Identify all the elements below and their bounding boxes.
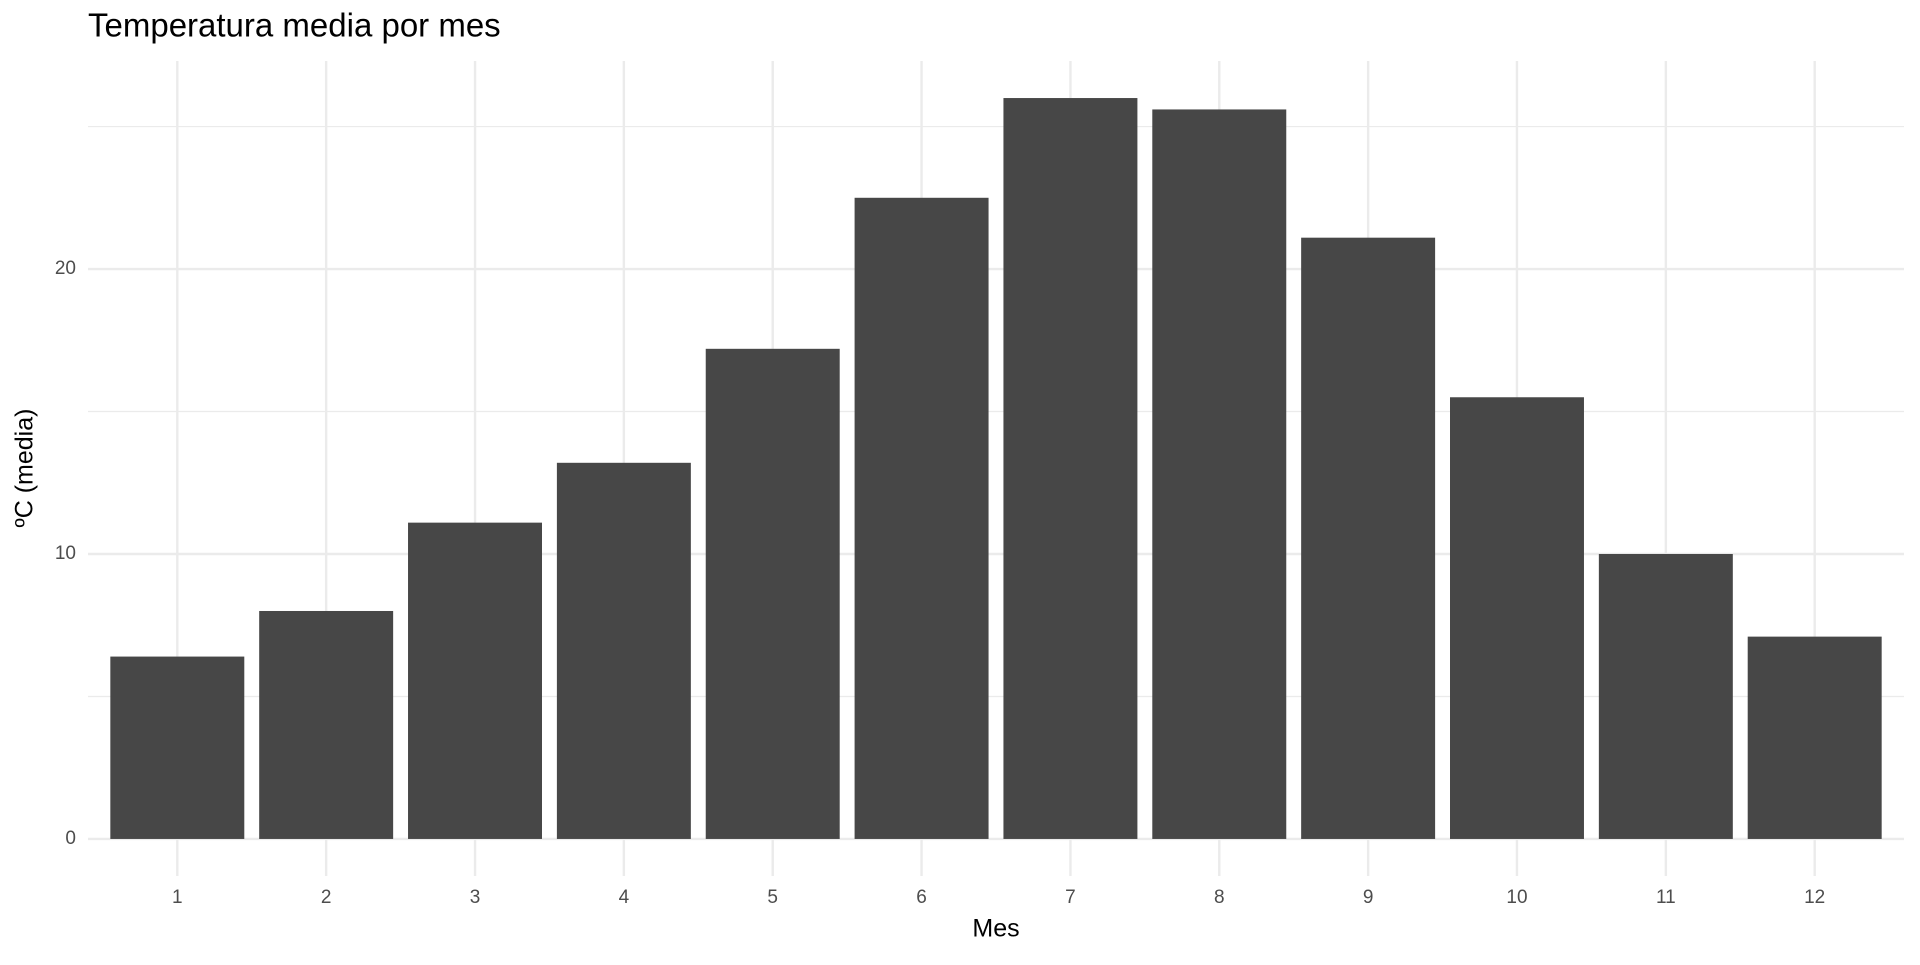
bar (1598, 553, 1733, 839)
bar (1450, 397, 1584, 839)
x-tick-label: 4 (619, 887, 630, 908)
bar (110, 656, 245, 839)
bar (1747, 636, 1882, 839)
chart-title: Temperatura media por mes (88, 7, 501, 44)
x-tick-label: 8 (1214, 887, 1225, 908)
x-tick-label: 10 (1506, 887, 1527, 908)
x-tick-label: 5 (767, 887, 778, 908)
bar (408, 522, 542, 839)
x-tick-label: 2 (321, 887, 332, 908)
bar (1152, 109, 1287, 839)
x-tick-label: 6 (916, 887, 927, 908)
x-tick-label: 7 (1065, 887, 1076, 908)
x-tick-label: 11 (1656, 887, 1676, 908)
x-tick-label: 9 (1363, 887, 1374, 908)
y-tick-label: 0 (65, 828, 76, 849)
y-tick-label: 10 (55, 543, 76, 564)
x-tick-label: 3 (470, 887, 481, 908)
bar (556, 462, 691, 839)
x-tick-label: 12 (1804, 887, 1825, 908)
bar (1301, 237, 1436, 839)
y-tick-label: 20 (55, 258, 76, 279)
y-axis-title: ºC (media) (11, 409, 39, 528)
x-axis-title: Mes (972, 915, 1019, 943)
bar (259, 610, 394, 839)
bar (854, 197, 989, 839)
bar (1003, 98, 1138, 839)
bar (705, 348, 840, 839)
x-tick-label: 1 (172, 887, 183, 908)
